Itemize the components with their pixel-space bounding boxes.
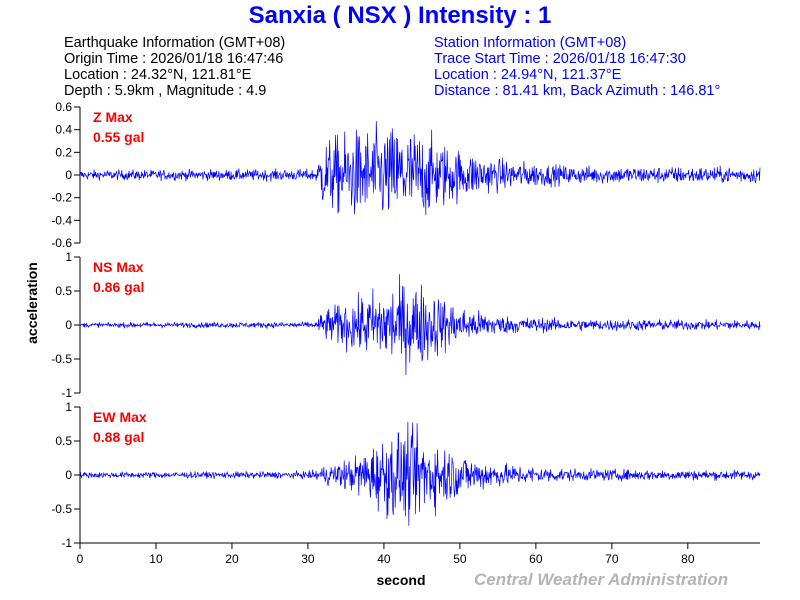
waveform-trace-ns <box>79 274 761 375</box>
agency-credit: Central Weather Administration <box>474 570 729 589</box>
waveform-trace-z <box>79 121 761 216</box>
y-tick-label: 0 <box>65 468 72 482</box>
y-tick-label: -1 <box>61 386 72 400</box>
earthquake-info-heading: Earthquake Information (GMT+08) <box>64 35 286 51</box>
x-axis-label: second <box>376 572 425 588</box>
station-distance: Distance : 81.41 km, Back Azimuth : 146.… <box>434 83 721 99</box>
max-label-z: Z Max <box>93 109 133 125</box>
y-tick-label: -0.2 <box>51 191 72 205</box>
x-tick-label: 20 <box>225 552 239 566</box>
waveform-trace-ew <box>79 421 761 526</box>
depth-magnitude: Depth : 5.9km , Magnitude : 4.9 <box>64 83 267 99</box>
y-tick-label: -0.5 <box>51 352 72 366</box>
station-info: Station Information (GMT+08) Trace Start… <box>434 35 720 99</box>
y-tick-label: 0.2 <box>55 145 72 159</box>
y-tick-label: 0 <box>65 318 72 332</box>
x-tick-label: 0 <box>77 552 84 566</box>
y-tick-label: -0.6 <box>51 236 72 250</box>
y-tick-label: 1 <box>65 250 72 264</box>
station-location: Location : 24.94°N, 121.37°E <box>434 67 622 83</box>
x-tick-label: 50 <box>453 552 467 566</box>
x-tick-label: 10 <box>149 552 163 566</box>
trace-start-time: Trace Start Time : 2026/01/18 16:47:30 <box>434 51 686 67</box>
y-tick-label: 0.4 <box>55 123 72 137</box>
page-title: Sanxia ( NSX ) Intensity : 1 <box>248 2 552 29</box>
max-value-ew: 0.88 gal <box>93 429 144 445</box>
x-tick-label: 40 <box>377 552 391 566</box>
y-tick-label: 1 <box>65 400 72 414</box>
station-info-heading: Station Information (GMT+08) <box>434 35 627 51</box>
y-tick-label: -0.4 <box>51 213 72 227</box>
x-tick-label: 80 <box>681 552 695 566</box>
y-tick-label: 0.5 <box>55 434 72 448</box>
x-tick-label: 60 <box>529 552 543 566</box>
max-value-ns: 0.86 gal <box>93 279 144 295</box>
max-label-ew: EW Max <box>93 409 147 425</box>
max-value-z: 0.55 gal <box>93 129 144 145</box>
y-axis-label: acceleration <box>24 262 40 344</box>
epicenter-location: Location : 24.32°N, 121.81°E <box>64 67 252 83</box>
y-tick-label: -0.5 <box>51 502 72 516</box>
y-tick-label: -1 <box>61 536 72 550</box>
x-tick-label: 30 <box>301 552 315 566</box>
origin-time: Origin Time : 2026/01/18 16:47:46 <box>64 51 284 67</box>
y-tick-label: 0.5 <box>55 284 72 298</box>
y-tick-label: 0 <box>65 168 72 182</box>
y-tick-label: 0.6 <box>55 100 72 114</box>
earthquake-info: Earthquake Information (GMT+08) Origin T… <box>64 35 285 99</box>
max-label-ns: NS Max <box>93 259 144 275</box>
x-tick-label: 70 <box>605 552 619 566</box>
